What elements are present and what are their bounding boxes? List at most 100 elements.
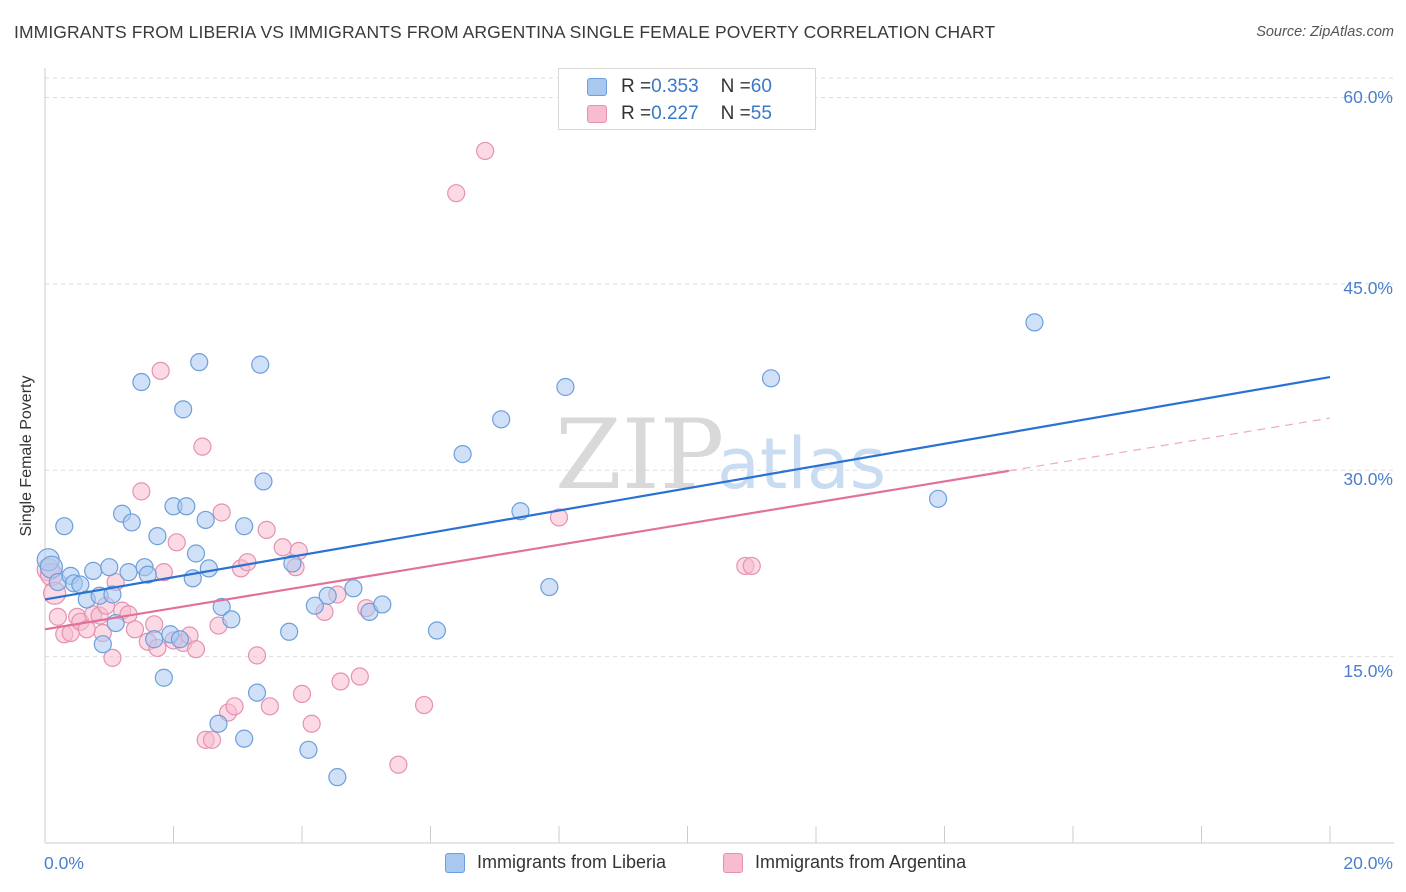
series-legend: Immigrants from Liberia Immigrants from …: [0, 852, 1406, 878]
liberia-point-58: [1025, 313, 1044, 332]
source-label: Source: ZipAtlas.com: [1256, 24, 1394, 40]
liberia-point-34: [212, 597, 231, 617]
argentina-legend-label: Immigrants from Argentina: [755, 852, 967, 872]
liberia-point-15: [119, 563, 138, 582]
liberia-point-8: [84, 561, 103, 580]
argentina-point-40: [260, 697, 279, 716]
liberia-point-19: [138, 565, 157, 584]
liberia-legend-swatch: [445, 852, 465, 873]
argentina-point-38: [247, 646, 267, 665]
argentina-point-3: [48, 607, 67, 626]
argentina-point-13: [103, 648, 122, 667]
liberia-point-3: [55, 517, 74, 536]
liberia-trend-line: [44, 375, 1331, 601]
liberia-point-26: [174, 400, 193, 419]
y-tick-label-45: 45.0%: [1343, 278, 1393, 298]
liberia-point-54: [540, 577, 559, 597]
argentina-point-45: [302, 714, 321, 733]
y-tick-label-15: 15.0%: [1343, 661, 1393, 681]
liberia-point-40: [254, 472, 273, 491]
watermark-atlas: atlas: [717, 423, 886, 505]
legend-row-argentina: R = 0.227 N = 55: [587, 102, 772, 126]
argentina-point-17: [125, 620, 145, 639]
liberia-point-32: [199, 559, 218, 578]
legend-item-argentina[interactable]: Immigrants from Argentina: [723, 852, 966, 873]
liberia-point-56: [761, 369, 781, 388]
liberia-r-value: 0.353: [651, 76, 699, 97]
argentina-point-22: [151, 361, 170, 380]
argentina-point-48: [331, 672, 350, 691]
liberia-n-label: N =: [720, 76, 751, 97]
liberia-point-39: [251, 355, 270, 374]
liberia-point-45: [318, 586, 337, 605]
liberia-point-11: [100, 558, 119, 577]
liberia-point-21: [148, 527, 167, 546]
liberia-point-52: [492, 410, 511, 429]
x-tick-label-max: 20.0%: [1343, 853, 1393, 873]
liberia-point-38: [247, 683, 267, 702]
liberia-point-41: [280, 622, 299, 641]
argentina-n-value: 55: [750, 103, 772, 124]
argentina-point-33: [212, 503, 231, 522]
liberia-point-47: [344, 579, 363, 598]
liberia-point-33: [209, 714, 228, 733]
argentina-trend-line-dashed: [1008, 417, 1331, 472]
liberia-point-57: [928, 489, 948, 508]
liberia-point-31: [196, 510, 215, 530]
argentina-point-41: [273, 538, 292, 557]
liberia-point-46: [328, 768, 347, 787]
liberia-legend-label: Immigrants from Liberia: [477, 852, 667, 872]
liberia-r-label: R =: [621, 76, 652, 97]
y-tick-label-60: 60.0%: [1343, 87, 1393, 107]
liberia-point-27: [177, 497, 196, 516]
watermark-zip: ZIP: [555, 399, 724, 511]
legend-item-liberia[interactable]: Immigrants from Liberia: [445, 852, 666, 873]
liberia-point-44: [305, 596, 324, 615]
liberia-n-value: 60: [750, 76, 772, 97]
liberia-point-10: [93, 635, 112, 654]
y-tick-label-30: 30.0%: [1343, 469, 1393, 489]
liberia-point-25: [170, 630, 190, 649]
argentina-point-18: [132, 482, 151, 501]
argentina-n-label: N =: [720, 103, 751, 124]
argentina-r-value: 0.227: [651, 103, 699, 124]
argentina-point-25: [167, 533, 186, 552]
liberia-point-42: [283, 554, 302, 573]
argentina-point-53: [447, 184, 466, 203]
argentina-point-57: [742, 556, 761, 576]
liberia-point-50: [427, 621, 447, 640]
liberia-point-43: [299, 740, 318, 759]
argentina-point-39: [257, 520, 276, 539]
legend-row-liberia: R = 0.353 N = 60: [587, 75, 772, 99]
liberia-point-29: [186, 544, 206, 563]
liberia-point-37: [235, 517, 254, 536]
argentina-r-label: R =: [621, 103, 652, 124]
argentina-point-55: [549, 508, 569, 527]
liberia-point-12: [103, 585, 122, 604]
argentina-legend-swatch: [723, 852, 743, 873]
y-axis-label: Single Female Poverty: [18, 375, 35, 537]
argentina-swatch: [587, 105, 607, 123]
argentina-point-52: [414, 695, 434, 715]
liberia-point-20: [145, 630, 164, 649]
x-tick-label-min: 0.0%: [44, 853, 84, 873]
liberia-point-49: [373, 595, 392, 614]
correlation-legend: R = 0.353 N = 60 R = 0.227 N = 55: [558, 68, 816, 130]
argentina-point-54: [476, 141, 495, 161]
argentina-point-35: [225, 697, 244, 716]
argentina-trend-line: [44, 469, 1009, 631]
liberia-point-17: [132, 372, 151, 392]
argentina-point-49: [350, 667, 369, 686]
liberia-point-51: [453, 444, 472, 464]
argentina-point-28: [186, 640, 206, 659]
argentina-point-31: [202, 730, 222, 749]
liberia-point-36: [235, 729, 254, 748]
liberia-point-16: [122, 513, 141, 532]
liberia-swatch: [587, 78, 607, 96]
argentina-point-51: [389, 755, 408, 774]
argentina-point-37: [238, 553, 257, 572]
liberia-point-22: [154, 668, 173, 687]
argentina-point-29: [193, 437, 212, 456]
liberia-point-35: [222, 610, 241, 629]
